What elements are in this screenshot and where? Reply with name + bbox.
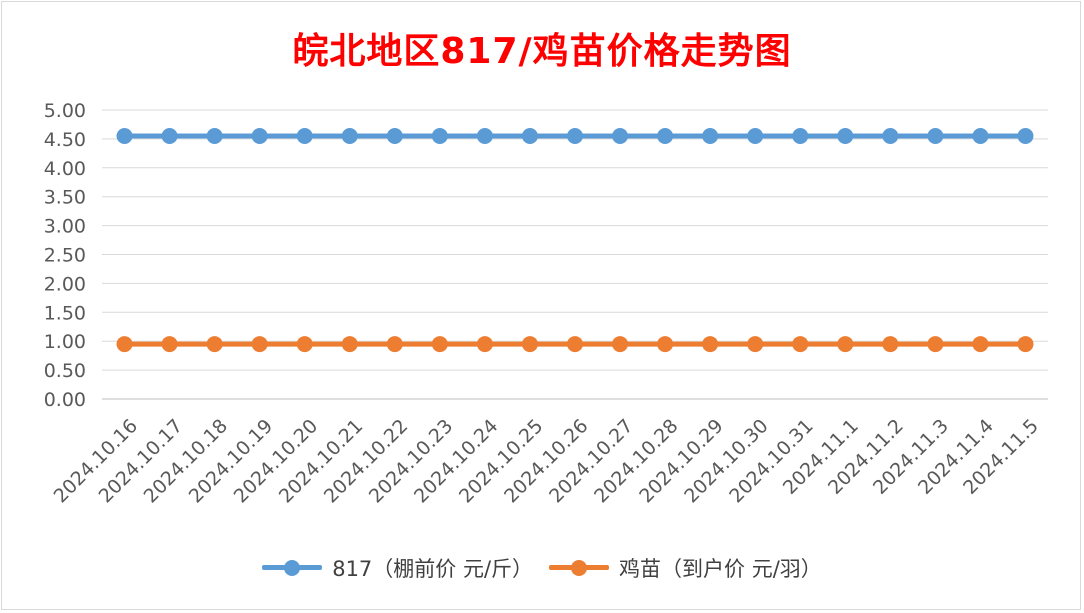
data-point [296,336,313,353]
y-tick-label: 2.50 [44,245,86,267]
y-tick-label: 1.00 [44,331,86,353]
chart-legend: 817（棚前价 元/斤） 鸡苗（到户价 元/羽） [0,553,1084,583]
data-point [116,336,133,353]
data-point [1017,128,1034,145]
data-point [972,336,989,353]
data-point [972,128,989,145]
data-point [837,336,854,353]
data-point [476,128,493,145]
data-point [341,336,358,353]
data-point [747,128,764,145]
data-point [657,128,674,145]
y-tick-label: 4.50 [44,129,86,151]
data-point [476,336,493,353]
data-point [206,128,223,145]
data-point [521,336,538,353]
data-point [431,128,448,145]
data-point [251,336,268,353]
data-point [882,128,899,145]
data-point [341,128,358,145]
data-point [116,128,133,145]
data-point [567,128,583,145]
legend-label-chick: 鸡苗（到户价 元/羽） [619,557,822,581]
data-point [612,128,629,145]
legend-swatch-chick [549,554,610,582]
data-point [251,128,268,145]
legend-item-chick[interactable]: 鸡苗（到户价 元/羽） [549,553,822,583]
data-point [206,336,223,353]
data-point [1017,336,1034,353]
data-point [161,128,178,145]
data-point [702,128,719,145]
y-tick-label: 3.00 [44,216,86,238]
legend-swatch-817 [262,554,323,582]
data-point [386,336,403,353]
data-point [702,336,719,353]
data-point [747,336,764,353]
data-point [882,336,899,353]
data-point [837,128,854,145]
legend-label-817: 817（棚前价 元/斤） [332,557,534,581]
data-point [431,336,448,353]
data-point [927,336,944,353]
data-point [657,336,674,353]
chart-title: 皖北地区817/鸡苗价格走势图 [292,31,792,72]
legend-item-817[interactable]: 817（棚前价 元/斤） [262,553,533,583]
data-point [792,336,809,353]
data-point [296,128,313,145]
data-point [521,128,538,145]
y-tick-label: 0.50 [44,360,86,382]
data-point [927,128,944,145]
y-tick-label: 5.00 [44,100,86,122]
data-point [612,336,629,353]
y-tick-label: 1.50 [44,302,86,324]
y-tick-label: 3.50 [44,187,86,209]
data-point [161,336,178,353]
data-point [386,128,403,145]
data-point [792,128,809,145]
y-tick-label: 2.00 [44,273,86,295]
y-tick-label: 0.00 [44,389,86,411]
data-point [567,336,583,353]
y-tick-label: 4.00 [44,158,86,180]
